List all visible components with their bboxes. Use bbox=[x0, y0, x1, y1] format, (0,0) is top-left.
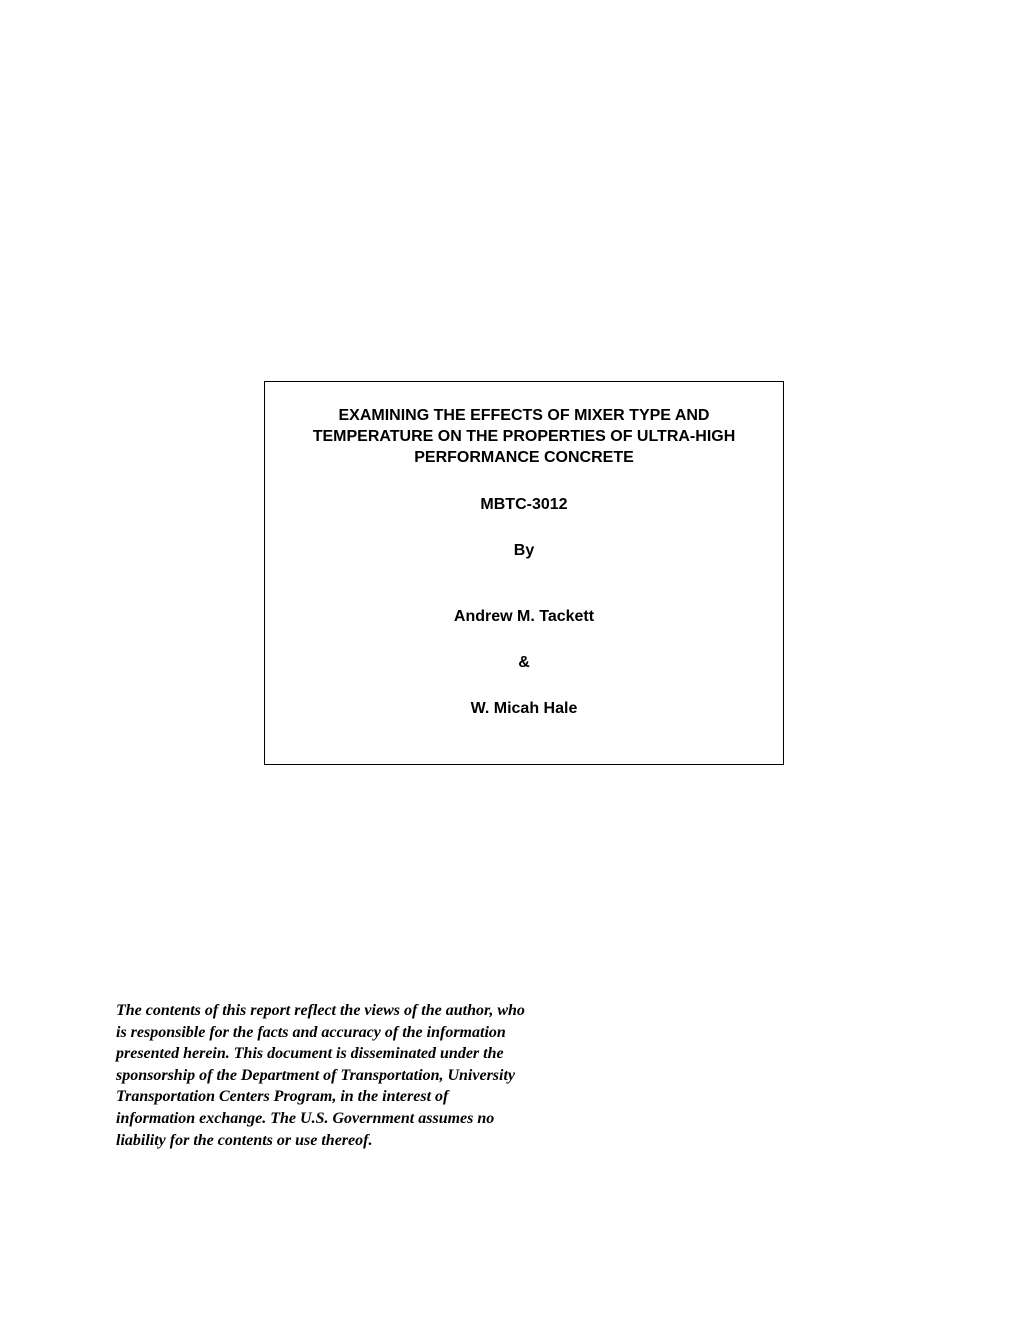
title-line-3: PERFORMANCE CONCRETE bbox=[283, 448, 765, 469]
report-id: MBTC-3012 bbox=[283, 496, 765, 514]
disclaimer-text: The contents of this report reflect the … bbox=[116, 1000, 526, 1151]
title-line-2: TEMPERATURE ON THE PROPERTIES OF ULTRA-H… bbox=[283, 427, 765, 448]
by-label: By bbox=[283, 542, 765, 560]
title-box: EXAMINING THE EFFECTS OF MIXER TYPE AND … bbox=[264, 381, 784, 765]
ampersand: & bbox=[283, 654, 765, 672]
author-2: W. Micah Hale bbox=[283, 700, 765, 718]
author-1: Andrew M. Tackett bbox=[283, 608, 765, 626]
report-title: EXAMINING THE EFFECTS OF MIXER TYPE AND … bbox=[283, 406, 765, 468]
title-line-1: EXAMINING THE EFFECTS OF MIXER TYPE AND bbox=[283, 406, 765, 427]
